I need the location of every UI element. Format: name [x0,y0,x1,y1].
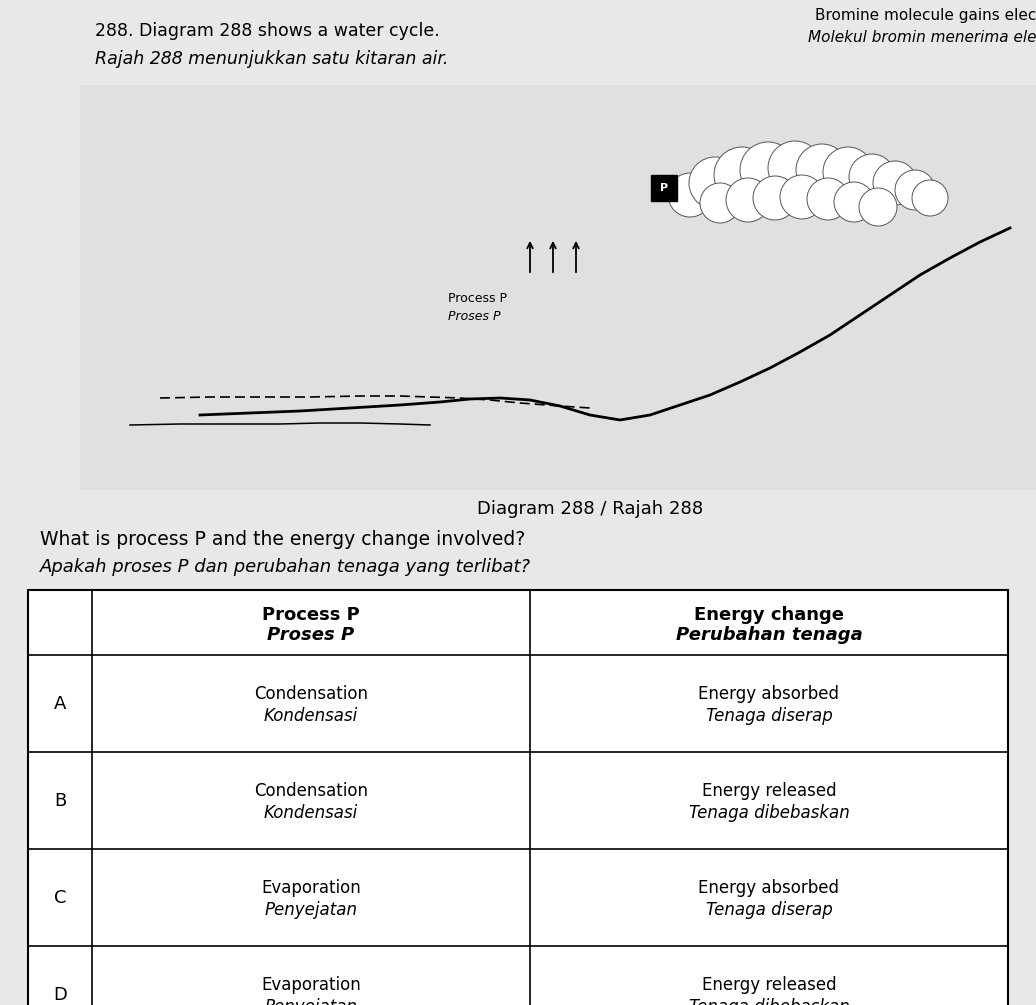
Circle shape [848,154,895,200]
Circle shape [873,161,917,205]
Text: Evaporation: Evaporation [261,976,361,994]
Text: Diagram 288 / Rajah 288: Diagram 288 / Rajah 288 [477,500,703,518]
Text: Apakah proses P dan perubahan tenaga yang terlibat?: Apakah proses P dan perubahan tenaga yan… [40,558,531,576]
Text: Energy released: Energy released [701,782,836,800]
Text: A: A [54,694,66,713]
Text: Evaporation: Evaporation [261,878,361,896]
Text: Tenaga diserap: Tenaga diserap [706,900,832,919]
Text: Energy released: Energy released [701,976,836,994]
Text: Energy absorbed: Energy absorbed [698,684,839,702]
Circle shape [912,180,948,216]
Circle shape [689,157,741,209]
Circle shape [823,147,873,197]
Text: D: D [53,986,67,1004]
Circle shape [668,173,712,217]
Text: Kondensasi: Kondensasi [264,804,358,821]
Text: 288. Diagram 288 shows a water cycle.: 288. Diagram 288 shows a water cycle. [95,22,439,40]
Bar [80,85,1036,490]
Text: C: C [54,888,66,907]
Circle shape [895,170,936,210]
Text: Bromine molecule gains elec: Bromine molecule gains elec [814,8,1036,23]
Circle shape [753,176,797,220]
Text: Condensation: Condensation [254,782,368,800]
Text: Proses P: Proses P [267,625,354,643]
Text: P: P [660,183,668,193]
Circle shape [714,147,770,203]
Circle shape [780,175,824,219]
Text: What is process P and the energy change involved?: What is process P and the energy change … [40,530,525,549]
Text: Tenaga dibebaskan: Tenaga dibebaskan [689,998,850,1005]
Text: Energy absorbed: Energy absorbed [698,878,839,896]
Circle shape [726,178,770,222]
Text: Penyejatan: Penyejatan [264,900,357,919]
Circle shape [740,142,796,198]
Text: Perubahan tenaga: Perubahan tenaga [675,625,862,643]
Circle shape [859,188,897,226]
Text: Rajah 288 menunjukkan satu kitaran air.: Rajah 288 menunjukkan satu kitaran air. [95,50,449,68]
Bar [28,590,1008,1005]
Circle shape [807,178,848,220]
Text: Tenaga diserap: Tenaga diserap [706,707,832,725]
Circle shape [796,144,848,196]
Text: Proses P: Proses P [448,310,500,323]
Text: Process P: Process P [262,605,359,623]
Text: B: B [54,792,66,809]
Text: Penyejatan: Penyejatan [264,998,357,1005]
Text: Process P: Process P [448,292,507,305]
Circle shape [768,141,822,195]
Bar [651,175,677,201]
Text: Energy change: Energy change [694,605,844,623]
Text: Kondensasi: Kondensasi [264,707,358,725]
Text: Tenaga dibebaskan: Tenaga dibebaskan [689,804,850,821]
Circle shape [700,183,740,223]
Text: Condensation: Condensation [254,684,368,702]
Text: Molekul bromin menerima ele: Molekul bromin menerima ele [807,30,1036,45]
Circle shape [834,182,874,222]
